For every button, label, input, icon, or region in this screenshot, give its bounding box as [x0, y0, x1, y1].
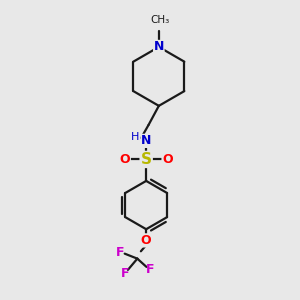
Text: N: N [141, 134, 152, 147]
Text: F: F [116, 246, 124, 259]
Text: S: S [141, 152, 152, 167]
Text: CH₃: CH₃ [151, 15, 170, 26]
Text: O: O [141, 234, 152, 247]
Text: N: N [154, 40, 164, 53]
Text: H: H [131, 132, 140, 142]
Text: F: F [146, 263, 155, 276]
Text: O: O [162, 153, 173, 166]
Text: F: F [121, 268, 129, 281]
Text: O: O [120, 153, 130, 166]
